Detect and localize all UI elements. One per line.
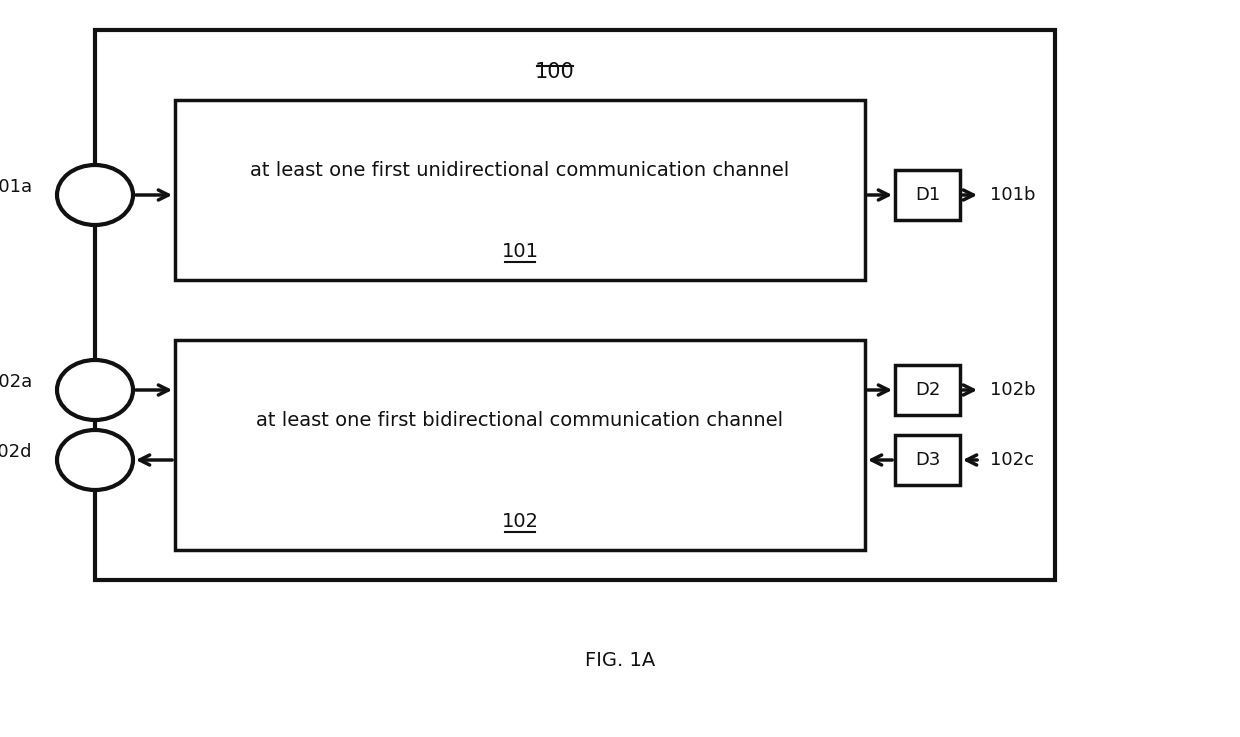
- Bar: [175, 100, 866, 280]
- Text: D1: D1: [915, 186, 940, 204]
- Bar: [95, 30, 1055, 580]
- Ellipse shape: [57, 360, 133, 420]
- Text: 100: 100: [536, 62, 575, 82]
- Text: D2: D2: [915, 381, 940, 399]
- Bar: [175, 340, 866, 550]
- Bar: [895, 435, 960, 485]
- Text: 101: 101: [501, 242, 538, 261]
- Text: at least one first bidirectional communication channel: at least one first bidirectional communi…: [257, 411, 784, 430]
- Text: 102a: 102a: [0, 373, 32, 391]
- Text: 101a: 101a: [0, 178, 32, 196]
- Text: 102c: 102c: [990, 451, 1034, 469]
- Text: 102b: 102b: [990, 381, 1035, 399]
- Ellipse shape: [57, 165, 133, 225]
- Bar: [895, 365, 960, 415]
- Text: D3: D3: [915, 451, 940, 469]
- Text: 101b: 101b: [990, 186, 1035, 204]
- Text: 102: 102: [501, 512, 538, 531]
- Text: at least one first unidirectional communication channel: at least one first unidirectional commun…: [250, 161, 790, 180]
- Text: FIG. 1A: FIG. 1A: [585, 651, 655, 669]
- Text: 102d: 102d: [0, 443, 32, 461]
- Ellipse shape: [57, 430, 133, 490]
- Bar: [895, 170, 960, 220]
